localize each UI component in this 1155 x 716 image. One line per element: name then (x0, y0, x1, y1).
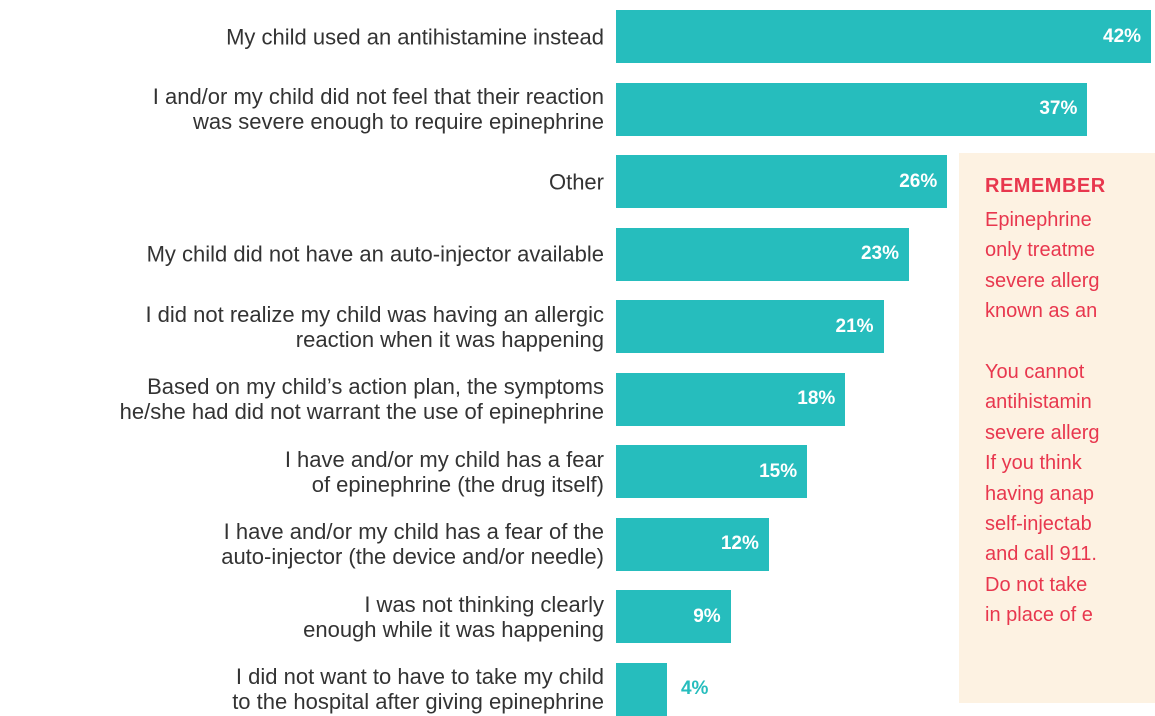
callout-line: severe allerg (985, 269, 1100, 292)
bar (616, 300, 884, 353)
callout-line: only treatme (985, 239, 1096, 262)
category-label: I have and/or my child has a fear of epi… (284, 446, 604, 497)
callout-line: You cannot (985, 361, 1085, 383)
value-label: 18% (797, 388, 836, 409)
bar (616, 445, 808, 498)
bar (616, 155, 948, 208)
callout-line: antihistamin (985, 391, 1092, 414)
value-label: 37% (1039, 98, 1078, 119)
callout-line: severe allerg (985, 421, 1100, 444)
callout-line: If you think (985, 452, 1082, 475)
value-label: 26% (899, 170, 938, 192)
category-label: I was not thinking clearly enough while … (303, 591, 604, 642)
category-label: I have and/or my child has a fear of the… (221, 519, 604, 569)
bar (616, 372, 846, 426)
callout-line: having anap (985, 482, 1094, 505)
value-label: 42% (1103, 25, 1142, 47)
category-label: My child did not have an auto-injector a… (146, 241, 604, 267)
category-label: I did not realize my child was having an… (145, 301, 604, 352)
value-label: 23% (860, 243, 900, 264)
callout-line: Epinephrine (985, 209, 1092, 231)
category-label: I did not want to have to take my child … (232, 664, 604, 714)
bar (616, 662, 667, 716)
category-label: Other (548, 169, 604, 194)
bar (616, 590, 731, 643)
value-label: 9% (693, 605, 721, 627)
callout-line: and call 911. (985, 543, 1097, 566)
category-label: Based on my child’s action plan, the sym… (119, 374, 604, 424)
bar (616, 82, 1088, 136)
value-label: 4% (680, 678, 709, 699)
value-label: 12% (720, 533, 759, 554)
value-label: 21% (835, 315, 874, 337)
category-label: I and/or my child did not feel that thei… (152, 84, 604, 134)
callout-line: self-injectab (985, 513, 1092, 535)
bar (616, 10, 1152, 63)
remember-title: REMEMBER (985, 175, 1106, 197)
bar (616, 227, 910, 281)
callout-line: Do not take (985, 573, 1088, 596)
callout-line: in place of e (985, 604, 1093, 627)
bar (616, 517, 769, 571)
remember-callout: REMEMBER Epinephrine only treatme severe a… (959, 153, 1155, 703)
category-label: My child used an antihistamine instead (226, 24, 604, 49)
callout-line: known as an (985, 300, 1098, 323)
value-label: 15% (759, 460, 798, 482)
